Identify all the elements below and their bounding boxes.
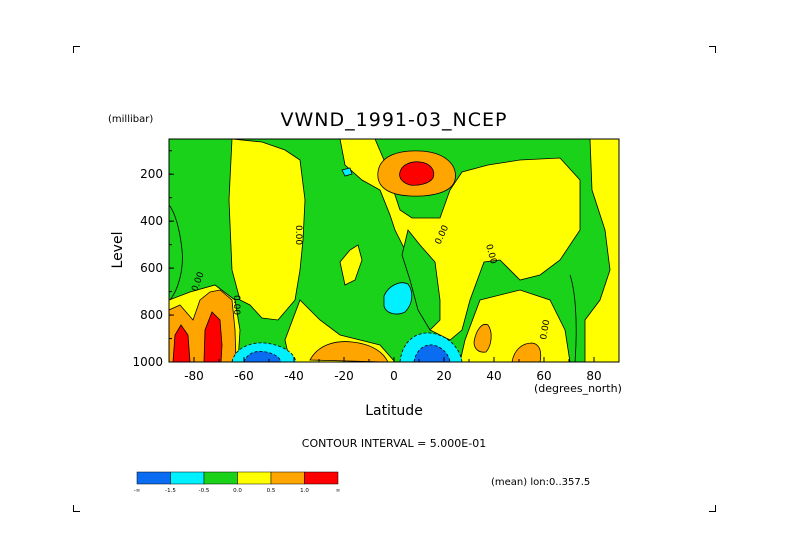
y-tick-label: 200 — [140, 167, 163, 181]
colorbar-swatch — [270, 471, 305, 485]
crop-mark-bottom-right — [709, 505, 716, 512]
y-tick-label: 800 — [140, 308, 163, 322]
contour-interval-text: CONTOUR INTERVAL = 5.000E-01 — [302, 437, 486, 450]
contour-region-orange-east-small — [473, 323, 492, 353]
crop-mark-top-left — [73, 46, 80, 53]
x-tick-label: 40 — [486, 369, 501, 383]
colorbar-tick-label: -0.5 — [199, 488, 210, 494]
colorbar: -∞ -1.5 -0.5 0.0 0.5 1.0 ∞ — [134, 471, 341, 494]
y-tick-label: 400 — [140, 214, 163, 228]
contour-region-cyan-upper-small — [341, 167, 353, 177]
y-axis-label: Level — [110, 232, 126, 269]
colorbar-tick-label: 0.0 — [233, 488, 242, 494]
contour-line — [569, 274, 577, 362]
y-units-label: (millibar) — [108, 114, 153, 125]
contour-region-cyan-mid — [383, 282, 413, 315]
crop-mark-bottom-left — [73, 505, 80, 512]
x-tick-label: 0 — [390, 369, 398, 383]
colorbar-swatch — [304, 471, 339, 485]
x-tick-label: 80 — [586, 369, 601, 383]
contour-region-orange-south-mid — [309, 341, 389, 362]
contour-fill-layer — [169, 139, 619, 362]
x-tick-label: 60 — [536, 369, 551, 383]
contour-region-yellow-mid-patch — [339, 244, 363, 286]
contour-line — [169, 204, 183, 301]
y-tick-label: 1000 — [132, 355, 163, 369]
colorbar-swatch — [170, 471, 205, 485]
colorbar-swatch — [136, 471, 171, 485]
colorbar-swatch — [237, 471, 272, 485]
chart-title: VWND_1991-03_NCEP — [281, 109, 508, 131]
contour-label: 0.00 — [293, 225, 303, 245]
contour-region-orange-east-bottom — [511, 342, 542, 362]
x-axis-label: Latitude — [365, 403, 423, 419]
x-tick-label: -60 — [234, 369, 254, 383]
contour-region-green-island — [401, 229, 441, 331]
contour-region-yellow-west — [228, 139, 306, 321]
contour-region-blue-south-center — [413, 344, 451, 362]
colorbar-tick-label: 0.5 — [267, 488, 276, 494]
contour-region-red-sw-1 — [172, 324, 191, 362]
contour-region-yellow-central — [339, 139, 581, 341]
colorbar-tick-label: -∞ — [134, 488, 141, 494]
colorbar-tick-label: 1.0 — [300, 488, 309, 494]
x-axis-ticks: -80 -60 -40 -20 0 20 40 60 80 — [168, 357, 620, 383]
y-axis-ticks: 200 400 600 800 1000 — [132, 150, 174, 369]
contour-region-yellow-far-east — [584, 139, 619, 362]
colorbar-tick-label: -1.5 — [165, 488, 176, 494]
x-tick-label: -80 — [184, 369, 204, 383]
x-tick-label: 20 — [436, 369, 451, 383]
contour-label: 0.00 — [539, 319, 552, 341]
y-tick-label: 600 — [140, 261, 163, 275]
contour-region-red-sw-2 — [203, 311, 223, 362]
contour-region-blue-south-west — [243, 351, 282, 362]
colorbar-swatch — [203, 471, 238, 485]
x-units-label: (degrees_north) — [534, 382, 622, 395]
x-tick-label: -20 — [334, 369, 354, 383]
contour-region-red-upper — [399, 161, 435, 186]
contour-label: 0.00 — [231, 295, 241, 315]
footer-mean-text: (mean) lon:0..357.5 — [491, 477, 590, 488]
crop-mark-top-right — [709, 46, 716, 53]
x-tick-label: -40 — [284, 369, 304, 383]
colorbar-tick-label: ∞ — [336, 488, 341, 494]
